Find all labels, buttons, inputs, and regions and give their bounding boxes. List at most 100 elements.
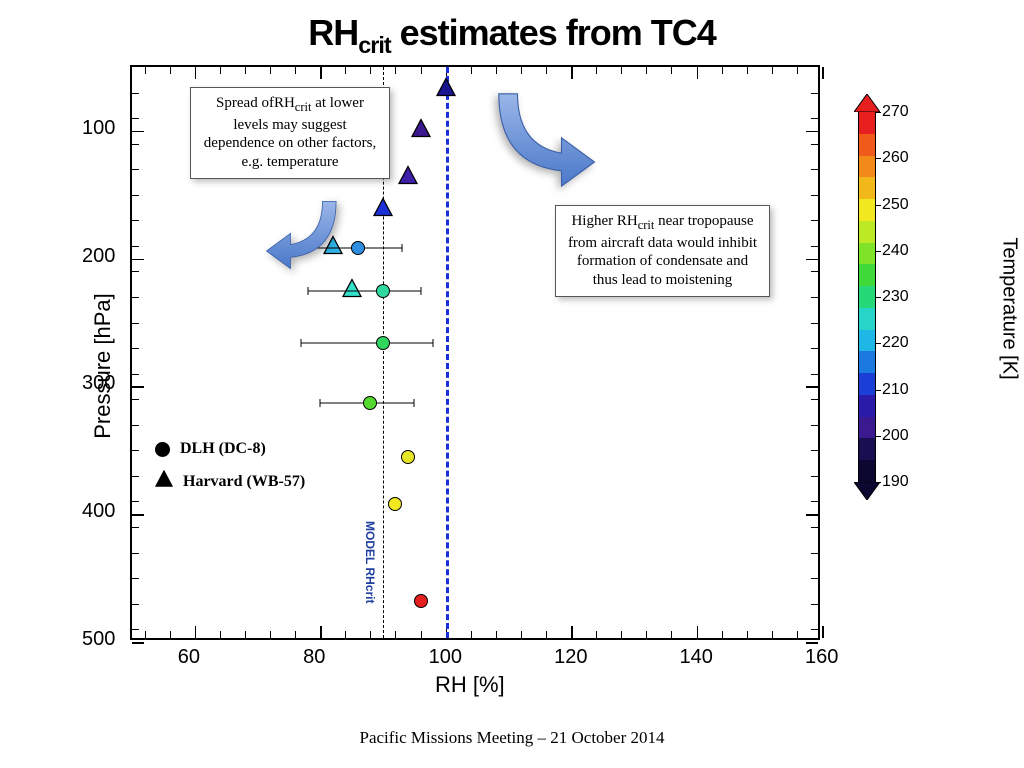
colorbar-segment bbox=[858, 134, 876, 156]
colorbar-segment bbox=[858, 330, 876, 352]
x-minor-tick bbox=[345, 631, 346, 638]
colorbar-segment bbox=[858, 417, 876, 439]
x-tick-label: 80 bbox=[303, 646, 325, 669]
colorbar-segment bbox=[858, 286, 876, 308]
y-tick bbox=[132, 514, 144, 516]
y-tick-label: 500 bbox=[82, 628, 115, 651]
x-tick bbox=[195, 626, 197, 638]
x-minor-tick bbox=[145, 67, 146, 74]
colorbar-tick bbox=[876, 112, 881, 113]
model-rhcrit-label: MODEL RHcrit bbox=[363, 521, 377, 603]
colorbar-segment bbox=[858, 264, 876, 286]
y-tick-label: 100 bbox=[82, 117, 115, 140]
colorbar-segment bbox=[858, 308, 876, 330]
colorbar-segment bbox=[858, 438, 876, 460]
y-minor-tick bbox=[811, 144, 818, 145]
error-cap bbox=[433, 339, 434, 347]
x-minor-tick bbox=[521, 631, 522, 638]
y-minor-tick bbox=[811, 348, 818, 349]
colorbar-tick bbox=[876, 251, 881, 252]
x-minor-tick bbox=[596, 67, 597, 74]
x-minor-tick bbox=[220, 631, 221, 638]
colorbar-segment bbox=[858, 199, 876, 221]
y-minor-tick bbox=[811, 323, 818, 324]
legend-circle-icon bbox=[155, 442, 170, 457]
y-minor-tick bbox=[811, 501, 818, 502]
x-minor-tick bbox=[471, 631, 472, 638]
x-minor-tick bbox=[345, 67, 346, 74]
x-tick bbox=[822, 67, 824, 79]
error-cap bbox=[301, 339, 302, 347]
legend-label: DLH (DC-8) bbox=[180, 440, 266, 458]
y-minor-tick bbox=[132, 297, 139, 298]
colorbar-tick-label: 260 bbox=[882, 149, 909, 167]
colorbar-tick-label: 200 bbox=[882, 427, 909, 445]
x-minor-tick bbox=[621, 67, 622, 74]
x-minor-tick bbox=[421, 631, 422, 638]
data-point-triangle bbox=[398, 166, 418, 191]
colorbar-tick bbox=[876, 482, 881, 483]
y-minor-tick bbox=[132, 118, 139, 119]
y-minor-tick bbox=[811, 297, 818, 298]
x-minor-tick bbox=[270, 631, 271, 638]
colorbar-segment bbox=[858, 177, 876, 199]
colorbar-segment bbox=[858, 243, 876, 265]
colorbar-tick bbox=[876, 436, 881, 437]
y-minor-tick bbox=[811, 93, 818, 94]
error-cap bbox=[414, 399, 415, 407]
x-minor-tick bbox=[295, 631, 296, 638]
y-minor-tick bbox=[811, 399, 818, 400]
x-tick-label: 160 bbox=[805, 646, 838, 669]
y-minor-tick bbox=[132, 604, 139, 605]
x-minor-tick bbox=[646, 67, 647, 74]
colorbar-arrow-top bbox=[854, 94, 880, 117]
data-point-circle bbox=[363, 396, 377, 410]
callout-arrow bbox=[490, 85, 600, 195]
y-tick bbox=[132, 131, 144, 133]
x-minor-tick bbox=[145, 631, 146, 638]
y-tick-label: 400 bbox=[82, 500, 115, 523]
x-minor-tick bbox=[546, 67, 547, 74]
y-tick-label: 300 bbox=[82, 372, 115, 395]
y-minor-tick bbox=[132, 195, 139, 196]
y-minor-tick bbox=[132, 271, 139, 272]
y-tick bbox=[132, 259, 144, 261]
x-tick bbox=[571, 626, 573, 638]
chart-area: MODEL RHcrit RH [%] Pressure [hPa] 60801… bbox=[0, 0, 1024, 720]
y-minor-tick bbox=[811, 527, 818, 528]
data-point-triangle bbox=[373, 198, 393, 223]
x-minor-tick bbox=[245, 67, 246, 74]
x-minor-tick bbox=[646, 631, 647, 638]
x-minor-tick bbox=[270, 67, 271, 74]
colorbar-segment bbox=[858, 395, 876, 417]
x-tick bbox=[822, 626, 824, 638]
y-minor-tick bbox=[811, 246, 818, 247]
y-minor-tick bbox=[132, 220, 139, 221]
legend-triangle-icon bbox=[155, 470, 173, 493]
x-axis-label: RH [%] bbox=[435, 672, 505, 698]
y-minor-tick bbox=[811, 271, 818, 272]
y-minor-tick bbox=[132, 374, 139, 375]
data-point-triangle bbox=[411, 118, 431, 143]
x-minor-tick bbox=[245, 631, 246, 638]
error-cap bbox=[401, 244, 402, 252]
x-tick-label: 100 bbox=[429, 646, 462, 669]
x-minor-tick bbox=[772, 631, 773, 638]
x-tick bbox=[697, 67, 699, 79]
x-minor-tick bbox=[747, 631, 748, 638]
colorbar-title: Temperature [K] bbox=[998, 237, 1021, 379]
callout-tropopause: Higher RHcrit near tropopause from aircr… bbox=[555, 205, 770, 297]
y-minor-tick bbox=[132, 323, 139, 324]
x-tick bbox=[320, 67, 322, 79]
x-minor-tick bbox=[722, 67, 723, 74]
x-minor-tick bbox=[395, 67, 396, 74]
error-bar bbox=[308, 290, 421, 291]
x-minor-tick bbox=[370, 67, 371, 74]
callout-arrow bbox=[255, 195, 350, 275]
colorbar-tick bbox=[876, 343, 881, 344]
y-minor-tick bbox=[132, 144, 139, 145]
colorbar-tick-label: 220 bbox=[882, 334, 909, 352]
y-minor-tick bbox=[132, 501, 139, 502]
reference-line bbox=[446, 67, 449, 638]
x-minor-tick bbox=[722, 631, 723, 638]
